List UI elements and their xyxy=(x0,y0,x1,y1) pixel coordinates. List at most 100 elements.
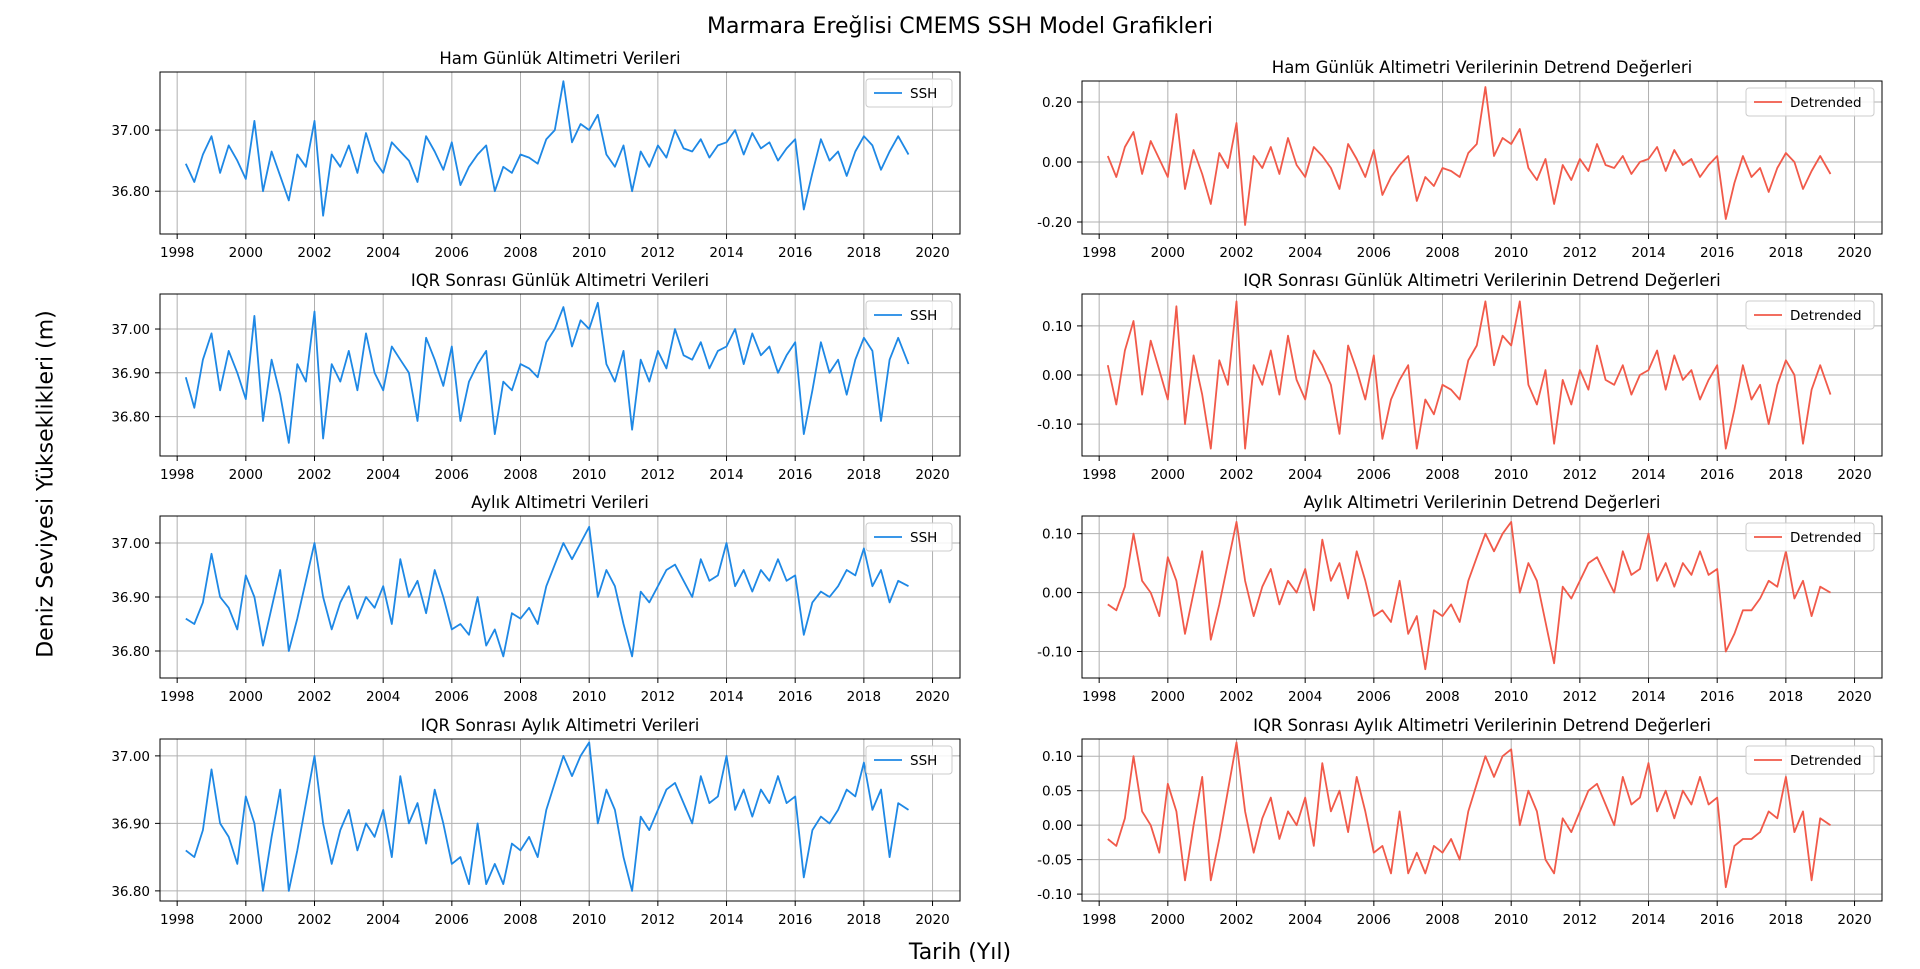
x-tick-label: 2012 xyxy=(641,689,675,705)
subplot-title: IQR Sonrası Aylık Altimetri Verilerinin … xyxy=(1253,716,1711,735)
legend: SSH xyxy=(865,78,953,108)
x-tick-label: 2004 xyxy=(1288,245,1322,261)
x-tick-label: 2008 xyxy=(503,912,537,928)
legend: Detrended xyxy=(1745,300,1875,330)
figure-title: Marmara Ereğlisi CMEMS SSH Model Grafikl… xyxy=(707,14,1213,39)
x-tick-label: 2002 xyxy=(297,689,331,705)
subplot-title: Ham Günlük Altimetri Verileri xyxy=(439,49,680,68)
y-tick-label: 37.00 xyxy=(111,536,150,552)
y-tick-label: 0.10 xyxy=(1042,749,1072,765)
series-line xyxy=(184,80,910,217)
x-tick-label: 2008 xyxy=(1425,245,1459,261)
series-line xyxy=(1106,86,1832,226)
x-tick-label: 2018 xyxy=(847,912,881,928)
series-line xyxy=(185,525,909,658)
x-tick-label: 2010 xyxy=(572,912,606,928)
x-tick-label: 2018 xyxy=(1769,245,1803,261)
y-tick-label: -0.20 xyxy=(1037,215,1072,231)
x-tick-label: 2004 xyxy=(1288,689,1322,705)
y-tick-label: 36.90 xyxy=(111,366,150,382)
y-tick-label: 0.10 xyxy=(1042,527,1072,543)
x-tick-label: 2006 xyxy=(435,689,469,705)
x-tick-label: 2016 xyxy=(1700,245,1734,261)
x-tick-label: 2018 xyxy=(847,467,881,483)
series-line xyxy=(184,301,910,444)
x-tick-label: 1998 xyxy=(160,245,194,261)
x-tick-label: 1998 xyxy=(160,467,194,483)
legend: SSH xyxy=(865,300,953,330)
y-tick-label: -0.05 xyxy=(1037,853,1072,869)
x-tick-label: 2014 xyxy=(1631,245,1665,261)
x-tick-label: 2014 xyxy=(709,467,743,483)
x-tick-label: 2012 xyxy=(1563,245,1597,261)
x-tick-label: 2004 xyxy=(366,245,400,261)
x-tick-label: 2020 xyxy=(1837,912,1871,928)
x-tick-label: 2010 xyxy=(572,689,606,705)
x-tick-label: 1998 xyxy=(160,912,194,928)
x-tick-label: 2020 xyxy=(915,467,949,483)
legend-label: SSH xyxy=(910,753,937,769)
x-tick-label: 2002 xyxy=(1219,245,1253,261)
legend-box xyxy=(865,745,953,775)
subplot-title: IQR Sonrası Günlük Altimetri Verileri xyxy=(411,271,709,290)
y-tick-label: 36.90 xyxy=(111,816,150,832)
legend-box xyxy=(1745,87,1875,117)
subplot-title: Aylık Altimetri Verileri xyxy=(471,493,649,512)
x-tick-label: 2012 xyxy=(1563,467,1597,483)
y-tick-label: 36.80 xyxy=(111,184,150,200)
series-line xyxy=(1107,741,1832,889)
x-tick-label: 2012 xyxy=(641,912,675,928)
x-tick-label: 2000 xyxy=(1151,689,1185,705)
x-tick-label: 2016 xyxy=(778,912,812,928)
x-tick-label: 2018 xyxy=(847,245,881,261)
y-tick-label: 0.10 xyxy=(1042,319,1072,335)
x-tick-label: 2000 xyxy=(1151,912,1185,928)
legend-box xyxy=(865,300,953,330)
x-tick-label: 1998 xyxy=(1082,912,1116,928)
x-tick-label: 2004 xyxy=(1288,912,1322,928)
series-line xyxy=(185,741,909,892)
x-tick-label: 2002 xyxy=(297,245,331,261)
x-tick-label: 2006 xyxy=(1357,912,1391,928)
y-tick-label: -0.10 xyxy=(1037,417,1072,433)
x-tick-label: 2012 xyxy=(641,245,675,261)
x-tick-label: 2000 xyxy=(1151,245,1185,261)
x-tick-label: 2020 xyxy=(915,912,949,928)
subplot-1: 1998 2000 2002 2004 2006 2008 2010 2012 2014 2016… xyxy=(111,49,961,261)
y-tick-label: 36.80 xyxy=(111,410,150,426)
x-tick-label: 2000 xyxy=(1151,467,1185,483)
x-tick-label: 2006 xyxy=(435,912,469,928)
x-tick-label: 2018 xyxy=(1769,467,1803,483)
legend: SSH xyxy=(865,745,953,775)
legend-box xyxy=(1745,522,1875,552)
axes-frame xyxy=(159,293,961,457)
figure-x-label: Tarih (Yıl) xyxy=(908,940,1012,965)
x-tick-label: 2010 xyxy=(1494,689,1528,705)
x-tick-label: 2000 xyxy=(229,689,263,705)
x-tick-label: 2008 xyxy=(503,245,537,261)
x-tick-label: 2018 xyxy=(1769,912,1803,928)
subplot-title: IQR Sonrası Günlük Altimetri Verilerinin… xyxy=(1243,271,1721,290)
x-tick-label: 2018 xyxy=(1769,689,1803,705)
legend: Detrended xyxy=(1745,522,1875,552)
x-tick-label: 2006 xyxy=(1357,245,1391,261)
x-tick-label: 2006 xyxy=(435,467,469,483)
subplot-title: Aylık Altimetri Verilerinin Detrend Değe… xyxy=(1304,493,1661,512)
x-tick-label: 2008 xyxy=(503,467,537,483)
x-tick-label: 2008 xyxy=(503,689,537,705)
x-tick-label: 2014 xyxy=(1631,467,1665,483)
x-tick-label: 2008 xyxy=(1425,912,1459,928)
x-tick-label: 2006 xyxy=(1357,467,1391,483)
x-tick-label: 2000 xyxy=(229,467,263,483)
axes-frame xyxy=(1081,738,1883,902)
legend-box xyxy=(865,78,953,108)
x-tick-label: 2016 xyxy=(1700,467,1734,483)
x-tick-label: 2004 xyxy=(366,689,400,705)
x-tick-label: 2020 xyxy=(1837,467,1871,483)
x-tick-label: 2020 xyxy=(1837,245,1871,261)
x-tick-label: 2012 xyxy=(1563,912,1597,928)
x-tick-label: 2010 xyxy=(1494,467,1528,483)
legend-label: SSH xyxy=(910,308,937,324)
axes-frame xyxy=(1081,80,1883,235)
y-tick-label: 0.00 xyxy=(1042,368,1072,384)
